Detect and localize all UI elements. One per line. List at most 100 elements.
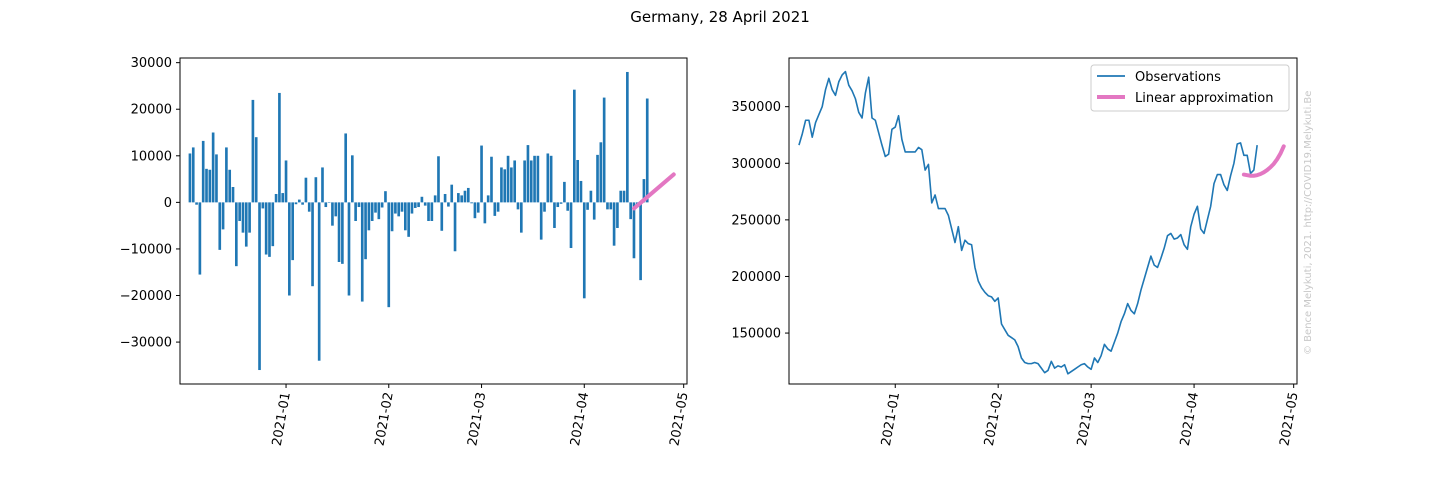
bar	[384, 191, 387, 203]
x-tick-label: 2021-02	[373, 391, 397, 447]
bar	[573, 89, 576, 203]
bar	[576, 159, 579, 203]
linear-approximation-line	[631, 172, 676, 211]
bar	[205, 168, 208, 203]
bar	[228, 169, 232, 203]
bar	[417, 202, 420, 208]
bar	[291, 202, 294, 261]
bar	[440, 202, 444, 231]
bar	[612, 202, 616, 246]
bar	[622, 190, 626, 203]
x-tick-label: 2021-04	[568, 391, 592, 447]
bar	[254, 137, 258, 203]
bar	[619, 190, 623, 203]
bar	[476, 202, 480, 213]
bar	[208, 169, 212, 203]
left-y-axis: 30000 20000 10000 0 −10000 −20000 −30000	[120, 56, 180, 351]
bar	[493, 202, 497, 216]
bar	[496, 202, 500, 212]
bar	[480, 145, 483, 203]
observations-line	[798, 70, 1258, 375]
bar	[337, 202, 341, 262]
bar	[533, 155, 536, 203]
bar	[586, 202, 589, 210]
bar	[546, 153, 550, 203]
bar	[543, 202, 546, 212]
bar	[215, 154, 218, 203]
x-tick-label: 2021-05	[1277, 391, 1301, 447]
bar	[367, 202, 371, 231]
bar	[569, 202, 573, 249]
bar	[341, 202, 344, 264]
legend: Observations Linear approximation	[1090, 64, 1290, 112]
bar	[271, 202, 275, 247]
bar	[457, 193, 460, 203]
bar	[198, 202, 202, 275]
bar	[536, 155, 540, 203]
bar	[195, 202, 198, 205]
bar	[201, 140, 205, 203]
y-tick-label: −20000	[120, 289, 172, 304]
bar	[529, 160, 533, 203]
bar	[642, 179, 646, 203]
right-plot-frame	[788, 57, 1298, 385]
bar	[248, 202, 251, 233]
legend-box	[1090, 64, 1290, 112]
bar	[506, 155, 510, 203]
bar	[599, 142, 603, 203]
bar	[466, 187, 470, 203]
daily-change-bar-chart: 30000 20000 10000 0 −10000 −20000 −30000 2021-…	[120, 56, 692, 447]
bar	[354, 202, 357, 221]
bar	[556, 202, 560, 208]
bar	[347, 202, 351, 296]
bar	[394, 202, 397, 214]
bar	[225, 147, 228, 203]
x-tick-label: 2021-01	[270, 391, 294, 447]
bar	[344, 133, 348, 203]
bar	[268, 202, 271, 257]
approximation-line	[631, 172, 676, 211]
bar	[231, 187, 235, 203]
bar	[486, 195, 490, 203]
bar	[400, 202, 404, 212]
x-tick-label: 2021-03	[465, 391, 489, 447]
bar	[526, 145, 530, 203]
bar	[437, 156, 440, 203]
bar	[639, 202, 642, 281]
bar	[311, 202, 314, 287]
bar	[645, 98, 649, 203]
bar	[304, 177, 308, 203]
bar	[500, 167, 503, 203]
bar	[519, 202, 523, 233]
bar	[549, 155, 553, 203]
bar	[288, 202, 291, 296]
bar	[410, 202, 414, 214]
bar	[314, 177, 318, 203]
y-tick-label: 300000	[731, 157, 781, 172]
bar	[447, 202, 450, 207]
bar	[235, 202, 238, 267]
credit-text: © Bence Melykuti, 2021. http://COVID19.M…	[1303, 91, 1314, 355]
y-tick-label: 150000	[731, 327, 781, 342]
y-tick-label: −10000	[120, 242, 172, 257]
left-plot-frame	[179, 57, 688, 385]
bar	[616, 202, 619, 228]
linear-approximation-curve	[1241, 144, 1286, 178]
bar	[523, 160, 526, 203]
bar	[609, 202, 613, 210]
bar	[596, 154, 599, 203]
bar	[606, 202, 609, 210]
bar	[407, 202, 410, 237]
bar	[490, 156, 493, 203]
bar	[281, 193, 285, 203]
bar	[397, 202, 401, 217]
bar	[420, 196, 424, 203]
bar	[450, 184, 454, 203]
bar	[261, 202, 265, 209]
bar	[503, 169, 507, 203]
bar	[297, 199, 301, 203]
bar	[423, 202, 427, 206]
bar	[413, 202, 417, 208]
bar	[377, 202, 381, 220]
y-tick-label: 30000	[131, 56, 172, 71]
